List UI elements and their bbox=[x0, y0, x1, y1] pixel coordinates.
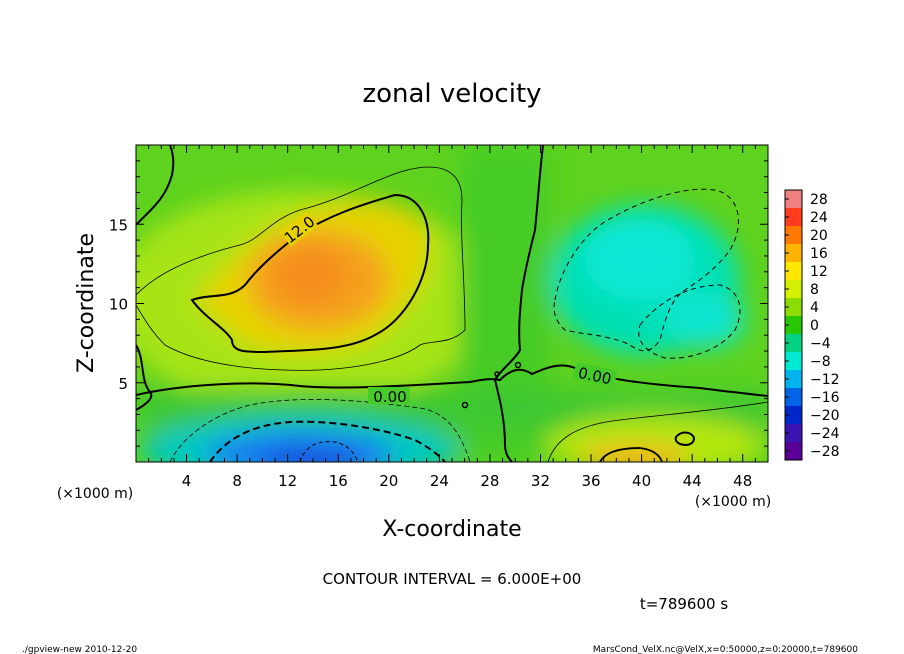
plot-area: 12.0 0.00 0.00 bbox=[136, 145, 768, 462]
footer-right: MarsCond_VelX.nc@VelX,x=0:50000,z=0:2000… bbox=[593, 645, 858, 654]
colorbar-swatch bbox=[785, 190, 802, 208]
x-axis: 4 8 12 16 20 24 28 32 36 40 44 48 bbox=[135, 145, 769, 490]
colorbar-label: −28 bbox=[810, 444, 840, 460]
x-tick-label: 8 bbox=[232, 472, 242, 490]
x-tick-label: 4 bbox=[182, 472, 192, 490]
contour-neg6-right-lobe bbox=[638, 284, 741, 359]
colorbar-label: 24 bbox=[810, 210, 828, 226]
contour-12-bottom-right bbox=[599, 447, 663, 462]
footer-left: ./gpview-new 2010-12-20 bbox=[22, 645, 137, 654]
y-axis: 5 10 15 bbox=[109, 144, 768, 463]
colorbar-label: 28 bbox=[810, 192, 828, 208]
field-region-negative-core-2 bbox=[665, 292, 745, 348]
x-tick-label: 44 bbox=[683, 472, 702, 490]
field-region-negative-core-1 bbox=[585, 220, 695, 300]
field-region-positive-bottom-right-core bbox=[580, 444, 690, 462]
time-label: t=789600 s bbox=[640, 595, 728, 613]
x-unit-left: (×1000 m) bbox=[57, 486, 133, 502]
x-tick-label: 32 bbox=[531, 472, 550, 490]
contour-small-loop-2 bbox=[494, 371, 500, 377]
x-tick-label: 12 bbox=[278, 472, 297, 490]
x-axis-label: X-coordinate bbox=[382, 517, 521, 542]
contour-neg6-bottom bbox=[209, 420, 446, 462]
x-tick-label: 20 bbox=[379, 472, 398, 490]
colorbar-swatch bbox=[785, 280, 802, 298]
contour-6-bottom-right bbox=[547, 401, 768, 462]
contour-neg12-bottom bbox=[299, 441, 359, 462]
colorbar-swatch bbox=[785, 388, 802, 406]
chart-title: zonal velocity bbox=[362, 79, 541, 109]
colorbar-label: 0 bbox=[810, 318, 819, 334]
colorbar-swatch bbox=[785, 316, 802, 334]
colorbar-swatch bbox=[785, 424, 802, 442]
contour-0-horizontal bbox=[136, 364, 768, 397]
colorbar-label: 20 bbox=[810, 228, 828, 244]
colorbar-swatch bbox=[785, 334, 802, 352]
colorbar-label: −12 bbox=[810, 372, 840, 388]
contour-interval-text: CONTOUR INTERVAL = 6.000E+00 bbox=[323, 570, 582, 588]
contour-12-closed bbox=[190, 193, 430, 354]
colorbar-swatch bbox=[785, 352, 802, 370]
x-tick-label: 28 bbox=[480, 472, 499, 490]
contour-neg6-upper-right bbox=[553, 188, 739, 352]
colorbar-swatch bbox=[785, 406, 802, 424]
colorbar-swatch bbox=[785, 442, 802, 460]
y-axis-label: Z-coordinate bbox=[74, 233, 99, 373]
colorbar-swatch bbox=[785, 370, 802, 388]
colorbar-swatch bbox=[785, 262, 802, 280]
y-tick-label: 15 bbox=[109, 216, 128, 234]
x-tick-label: 36 bbox=[581, 472, 600, 490]
x-unit-right: (×1000 m) bbox=[695, 494, 771, 510]
contour-12-small-loop bbox=[674, 431, 696, 446]
y-tick-label: 10 bbox=[109, 296, 128, 314]
colorbar: 28 24 20 16 12 8 4 0 −4 −8 −12 −16 −20 −24 −28 bbox=[784, 189, 840, 461]
colorbar-label: 4 bbox=[810, 300, 819, 316]
field-region-jet-max bbox=[275, 247, 345, 303]
x-tick-label: 16 bbox=[329, 472, 348, 490]
field-region-negative-bottom-max bbox=[255, 447, 365, 462]
x-tick-label: 48 bbox=[733, 472, 752, 490]
x-tick-label: 24 bbox=[430, 472, 449, 490]
x-tick-label: 40 bbox=[632, 472, 651, 490]
contour-6-left bbox=[136, 166, 466, 371]
colorbar-swatch bbox=[785, 298, 802, 316]
colorbar-swatch bbox=[785, 226, 802, 244]
y-tick-label: 5 bbox=[118, 375, 128, 393]
contour-label-zero-1: 0.00 bbox=[373, 388, 406, 406]
contour-small-loop-1 bbox=[461, 401, 469, 409]
colorbar-label: 16 bbox=[810, 246, 828, 262]
colorbar-label: 8 bbox=[810, 282, 819, 298]
colorbar-label: −4 bbox=[810, 336, 831, 352]
contour-0-vertical bbox=[493, 145, 544, 462]
colorbar-label: −20 bbox=[810, 408, 840, 424]
colorbar-swatch bbox=[785, 208, 802, 226]
contour-neg0-thin-bottom bbox=[169, 399, 471, 462]
colorbar-label: −24 bbox=[810, 426, 840, 442]
contour-small-loop-3 bbox=[514, 361, 522, 369]
contour-0-upper-left bbox=[136, 145, 175, 226]
colorbar-label: 12 bbox=[810, 264, 828, 280]
colorbar-label: −16 bbox=[810, 390, 840, 406]
colorbar-swatch bbox=[785, 244, 802, 262]
colorbar-label: −8 bbox=[810, 354, 831, 370]
